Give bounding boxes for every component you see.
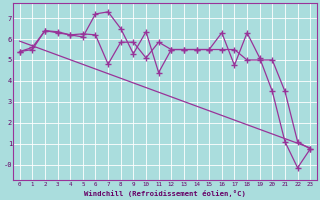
X-axis label: Windchill (Refroidissement éolien,°C): Windchill (Refroidissement éolien,°C) [84,190,246,197]
